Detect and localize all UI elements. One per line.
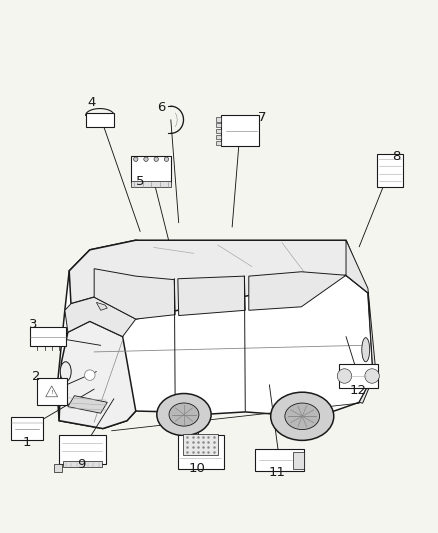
Text: 9: 9 bbox=[77, 458, 85, 471]
FancyBboxPatch shape bbox=[131, 181, 171, 187]
FancyBboxPatch shape bbox=[86, 113, 114, 127]
Text: 12: 12 bbox=[350, 384, 367, 397]
Circle shape bbox=[154, 157, 159, 161]
Polygon shape bbox=[68, 395, 107, 413]
Text: 10: 10 bbox=[189, 462, 205, 475]
FancyBboxPatch shape bbox=[184, 434, 218, 455]
FancyBboxPatch shape bbox=[64, 461, 102, 467]
FancyBboxPatch shape bbox=[54, 464, 62, 472]
FancyBboxPatch shape bbox=[131, 157, 171, 182]
FancyBboxPatch shape bbox=[11, 417, 43, 440]
FancyBboxPatch shape bbox=[255, 449, 304, 472]
Polygon shape bbox=[94, 269, 175, 319]
Circle shape bbox=[164, 157, 169, 161]
FancyBboxPatch shape bbox=[339, 364, 378, 388]
Polygon shape bbox=[65, 297, 136, 336]
FancyBboxPatch shape bbox=[216, 123, 221, 127]
Text: 1: 1 bbox=[23, 436, 32, 449]
Polygon shape bbox=[249, 272, 346, 310]
FancyBboxPatch shape bbox=[293, 451, 304, 469]
Polygon shape bbox=[69, 240, 368, 319]
Polygon shape bbox=[346, 240, 376, 403]
FancyBboxPatch shape bbox=[59, 435, 106, 464]
FancyBboxPatch shape bbox=[216, 135, 221, 139]
FancyBboxPatch shape bbox=[221, 115, 259, 146]
Text: 5: 5 bbox=[136, 175, 145, 188]
Text: !: ! bbox=[50, 390, 53, 395]
Circle shape bbox=[85, 370, 95, 381]
Text: 3: 3 bbox=[28, 318, 37, 331]
Text: 7: 7 bbox=[258, 111, 266, 124]
Text: 2: 2 bbox=[32, 370, 40, 383]
FancyBboxPatch shape bbox=[37, 378, 67, 405]
Circle shape bbox=[365, 369, 379, 383]
Ellipse shape bbox=[169, 403, 199, 426]
Circle shape bbox=[337, 369, 352, 383]
Circle shape bbox=[144, 157, 148, 161]
Text: 4: 4 bbox=[88, 96, 96, 109]
FancyBboxPatch shape bbox=[216, 141, 221, 145]
Polygon shape bbox=[57, 240, 373, 429]
Circle shape bbox=[134, 157, 138, 161]
Ellipse shape bbox=[271, 392, 334, 440]
Ellipse shape bbox=[60, 362, 71, 382]
Ellipse shape bbox=[157, 393, 211, 435]
FancyBboxPatch shape bbox=[30, 327, 66, 346]
FancyBboxPatch shape bbox=[216, 117, 221, 122]
FancyBboxPatch shape bbox=[216, 129, 221, 133]
FancyBboxPatch shape bbox=[178, 435, 224, 469]
Text: 11: 11 bbox=[268, 466, 285, 479]
FancyBboxPatch shape bbox=[377, 154, 403, 187]
Text: 6: 6 bbox=[157, 101, 166, 115]
Ellipse shape bbox=[362, 338, 370, 362]
Polygon shape bbox=[96, 302, 107, 310]
Polygon shape bbox=[59, 321, 136, 429]
Polygon shape bbox=[178, 276, 245, 316]
Text: 8: 8 bbox=[392, 150, 401, 163]
Ellipse shape bbox=[285, 403, 320, 430]
